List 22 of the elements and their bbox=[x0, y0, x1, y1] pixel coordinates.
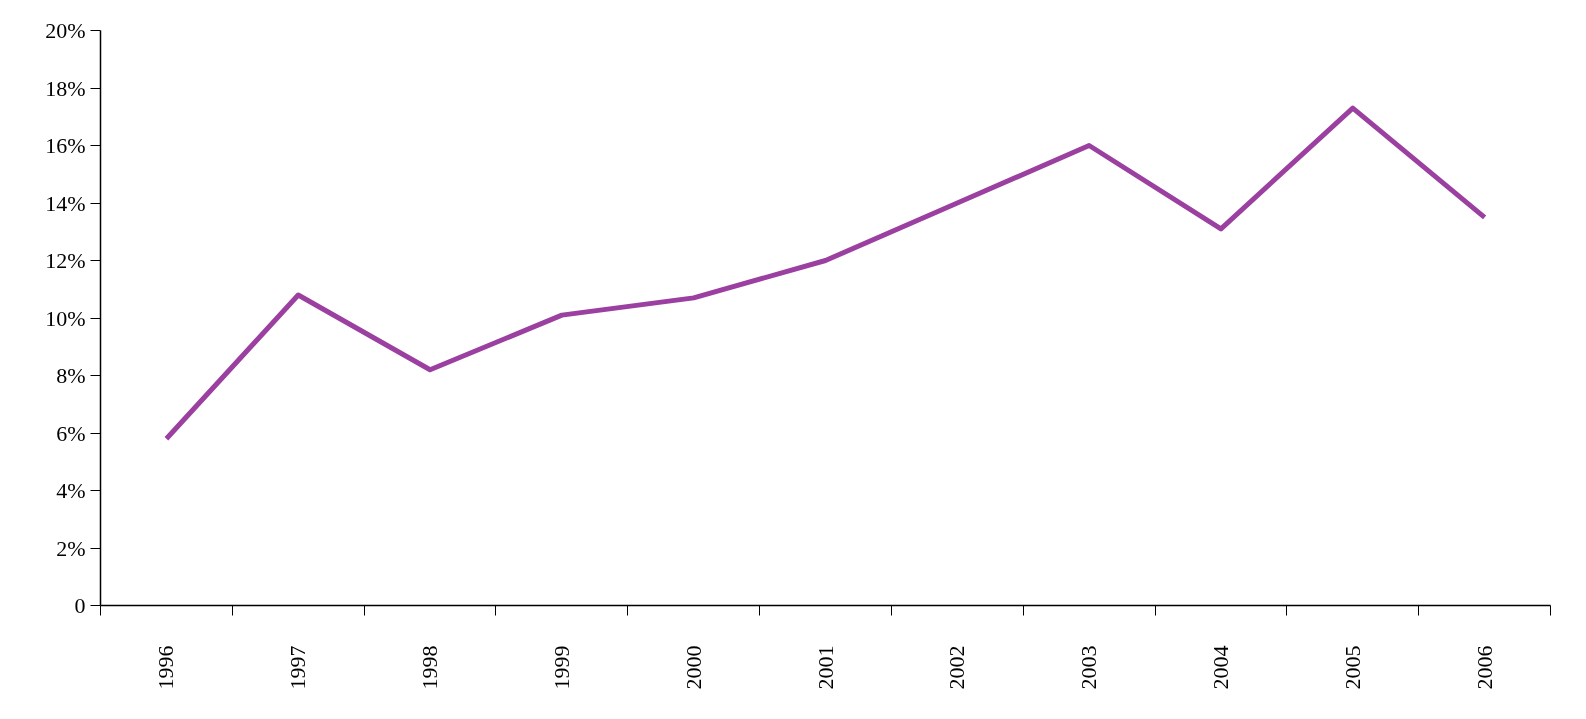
x-tick-label: 2001 bbox=[812, 645, 838, 690]
x-tick-label: 1997 bbox=[285, 645, 311, 690]
y-tick-label: 4% bbox=[56, 478, 86, 503]
y-tick-label: 8% bbox=[56, 363, 86, 388]
x-tick-label: 2000 bbox=[680, 645, 706, 690]
y-tick-label: 12% bbox=[45, 248, 86, 273]
x-tick-label: 2006 bbox=[1471, 645, 1497, 690]
x-tick-label: 2003 bbox=[1076, 645, 1102, 690]
x-tick-label: 1996 bbox=[153, 645, 179, 690]
x-tick-label: 2005 bbox=[1339, 645, 1365, 690]
y-tick-label: 0 bbox=[74, 593, 86, 618]
y-tick-label: 18% bbox=[45, 75, 86, 101]
y-tick-label: 20% bbox=[45, 18, 86, 43]
x-tick-label: 2002 bbox=[944, 645, 970, 690]
y-tick-label: 6% bbox=[56, 420, 86, 446]
y-tick-label: 14% bbox=[45, 190, 86, 216]
y-tick-label: 2% bbox=[56, 535, 86, 561]
y-tick-label: 10% bbox=[45, 305, 86, 331]
y-tick-label: 16% bbox=[45, 133, 86, 158]
x-tick-label: 2004 bbox=[1207, 645, 1233, 690]
x-tick-label: 1999 bbox=[548, 645, 574, 690]
x-tick-label: 1998 bbox=[417, 645, 443, 690]
